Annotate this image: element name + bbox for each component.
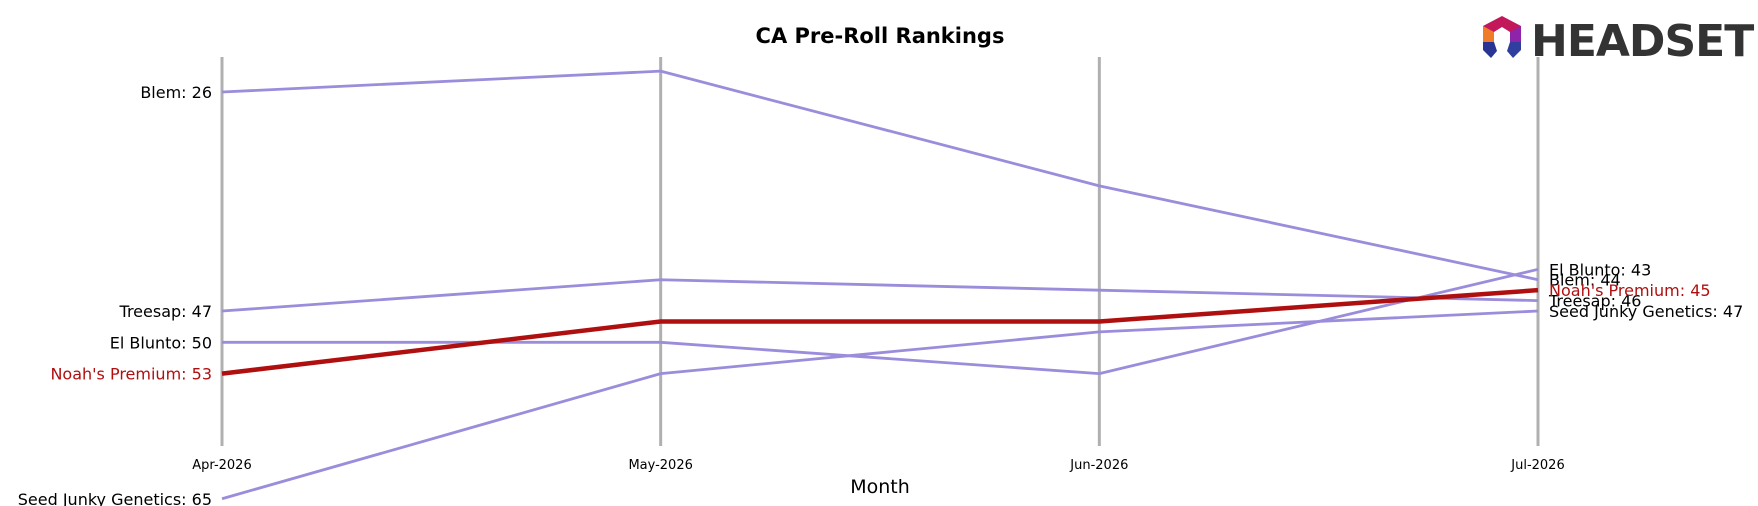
x-tick-jun-2026: Jun-2026	[1069, 458, 1128, 473]
start-label-seed-junky-genetics: Seed Junky Genetics: 65	[18, 490, 212, 506]
gridlines	[220, 57, 1540, 446]
start-labels: Blem: 26 Treesap: 47 El Blunto: 50 Noah's P…	[18, 83, 212, 506]
series-line-treesap	[221, 278, 1539, 313]
end-label-el-blunto: El Blunto: 43	[1549, 260, 1651, 279]
headset-logo: HEADSET	[1483, 16, 1755, 67]
x-tick-labels: Apr-2026 May-2026 Jun-2026 Jul-2026	[192, 458, 1564, 473]
start-label-el-blunto: El Blunto: 50	[110, 333, 212, 352]
headset-logo-text: HEADSET	[1531, 16, 1754, 67]
x-axis-label: Month	[850, 476, 910, 498]
series-line-noah-s-premium	[221, 287, 1539, 376]
x-tick-jul-2026: Jul-2026	[1510, 458, 1564, 473]
x-tick-may-2026: May-2026	[628, 458, 692, 473]
start-label-treesap: Treesap: 47	[119, 302, 212, 321]
series-lines	[221, 69, 1539, 501]
end-label-seed-junky-genetics: Seed Junky Genetics: 47	[1549, 302, 1743, 321]
start-label-noah-s-premium: Noah's Premium: 53	[50, 365, 212, 384]
end-label-treesap: Treesap: 46	[1548, 292, 1641, 311]
chart-title: CA Pre-Roll Rankings	[756, 24, 1005, 48]
headset-logo-icon	[1483, 16, 1521, 58]
end-labels: Blem: 44 Treesap: 46 El Blunto: 43 Noah's P…	[1548, 260, 1743, 321]
x-tick-apr-2026: Apr-2026	[192, 458, 251, 473]
end-label-blem: Blem: 44	[1549, 271, 1621, 290]
start-label-blem: Blem: 26	[140, 83, 212, 102]
series-line-blem	[221, 69, 1539, 282]
end-label-noah-s-premium: Noah's Premium: 45	[1549, 281, 1711, 300]
series-line-seed-junky-genetics	[221, 309, 1539, 501]
